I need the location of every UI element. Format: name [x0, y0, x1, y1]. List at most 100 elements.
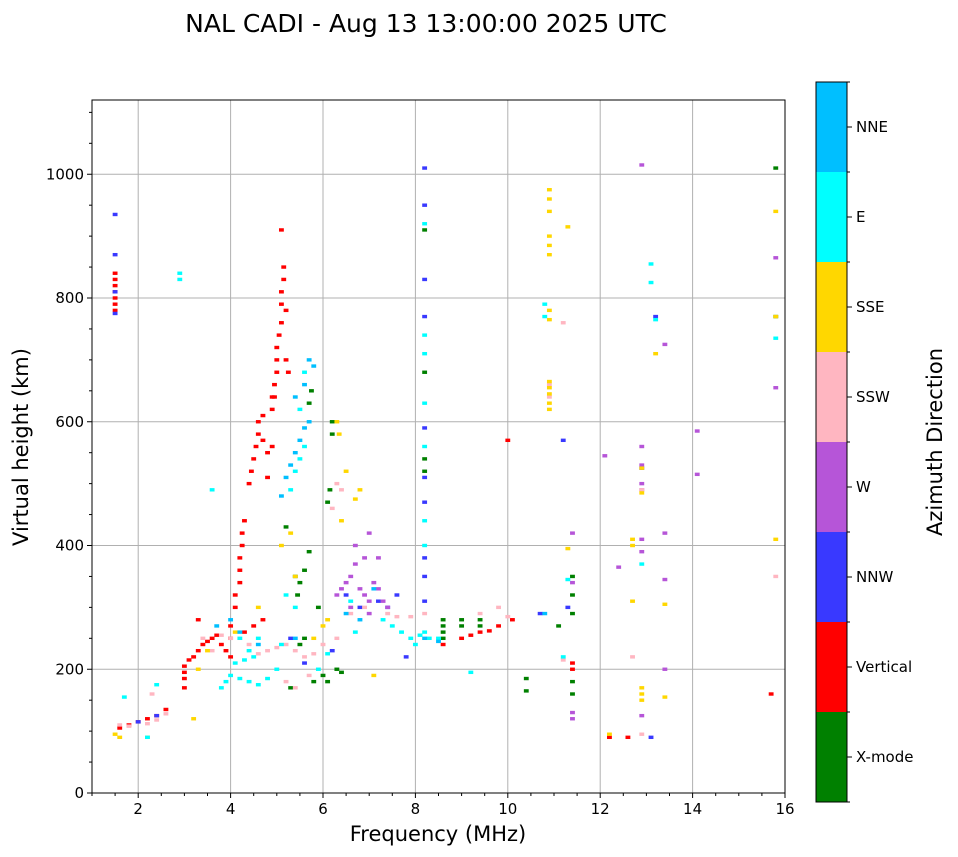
data-point: [232, 630, 238, 634]
data-point: [422, 519, 428, 523]
colorbar-segment: [816, 712, 847, 802]
data-point: [694, 429, 700, 433]
data-point: [653, 314, 659, 319]
data-point: [662, 695, 668, 699]
data-point: [422, 277, 428, 282]
data-point: [773, 166, 779, 170]
data-point: [542, 611, 548, 616]
data-point: [242, 519, 247, 523]
data-point: [348, 605, 354, 610]
data-point: [362, 605, 368, 610]
data-point: [302, 382, 307, 387]
data-point: [334, 667, 340, 671]
data-point: [283, 358, 289, 362]
data-point: [546, 197, 552, 201]
y-axis-label: Virtual height (km): [9, 348, 33, 546]
data-point: [422, 475, 428, 480]
data-point: [209, 636, 215, 641]
x-axis-ticks: 2 4 6 8 10 12 14 16: [91, 793, 795, 818]
data-point: [302, 655, 307, 659]
data-point: [325, 618, 331, 622]
data-point: [302, 661, 307, 665]
data-point: [343, 469, 349, 473]
data-point: [570, 679, 575, 684]
data-point: [265, 648, 270, 653]
data-point: [272, 382, 277, 387]
data-point: [343, 580, 349, 585]
data-point: [329, 506, 335, 511]
data-point: [278, 302, 284, 306]
data-point: [112, 212, 118, 217]
data-point: [630, 599, 635, 603]
data-point: [339, 488, 344, 492]
data-point: [546, 243, 552, 248]
data-point: [112, 277, 118, 282]
data-point: [278, 642, 284, 647]
data-point: [496, 624, 501, 628]
data-point: [255, 683, 261, 687]
data-point: [362, 556, 368, 560]
data-point: [639, 686, 645, 690]
data-point: [422, 469, 428, 473]
data-point: [163, 712, 169, 716]
data-point: [570, 661, 575, 665]
data-point: [145, 717, 150, 721]
data-point: [662, 667, 668, 671]
data-point: [283, 679, 289, 684]
data-point: [265, 475, 270, 480]
data-point: [768, 692, 774, 696]
data-point: [311, 364, 317, 368]
data-point: [440, 630, 446, 634]
data-point: [639, 491, 645, 495]
data-point: [357, 587, 363, 591]
data-point: [292, 469, 298, 473]
y-tick-label: 0: [74, 784, 84, 802]
data-point: [218, 642, 224, 647]
data-point: [565, 225, 571, 229]
y-tick-label: 800: [55, 289, 84, 307]
data-point: [228, 673, 234, 678]
colorbar-segment: [816, 262, 847, 352]
data-point: [477, 624, 483, 628]
data-point: [422, 500, 428, 504]
data-point: [302, 444, 307, 449]
data-point: [371, 587, 377, 591]
x-tick-label: 8: [411, 800, 421, 818]
data-point: [546, 392, 552, 396]
data-point: [112, 252, 118, 257]
data-point: [248, 469, 254, 473]
data-point: [283, 525, 289, 529]
colorbar-tick-label: SSE: [856, 298, 885, 316]
colorbar-tick-label: NNW: [856, 568, 893, 586]
data-point: [546, 379, 552, 384]
data-point: [186, 658, 192, 662]
data-point: [218, 633, 224, 637]
data-point: [121, 695, 127, 699]
data-point: [773, 256, 779, 260]
data-point: [352, 562, 358, 566]
data-point: [639, 463, 645, 467]
data-point: [292, 574, 298, 579]
data-point: [255, 652, 261, 656]
data-point: [292, 636, 298, 641]
data-point: [422, 444, 428, 449]
data-point: [112, 311, 118, 316]
colorbar-segment: [816, 82, 847, 172]
data-point: [639, 698, 645, 702]
colorbar-segment: [816, 172, 847, 262]
data-point: [639, 444, 645, 449]
data-point: [223, 679, 229, 684]
data-point: [560, 658, 566, 662]
data-point: [348, 574, 354, 579]
data-point: [570, 574, 575, 579]
data-point: [112, 302, 118, 306]
data-point: [237, 556, 243, 560]
data-point: [281, 277, 287, 282]
data-point: [362, 593, 368, 597]
data-point: [246, 481, 252, 486]
data-point: [376, 599, 381, 603]
data-point: [283, 475, 289, 480]
data-point: [306, 420, 312, 424]
data-point: [436, 636, 441, 641]
